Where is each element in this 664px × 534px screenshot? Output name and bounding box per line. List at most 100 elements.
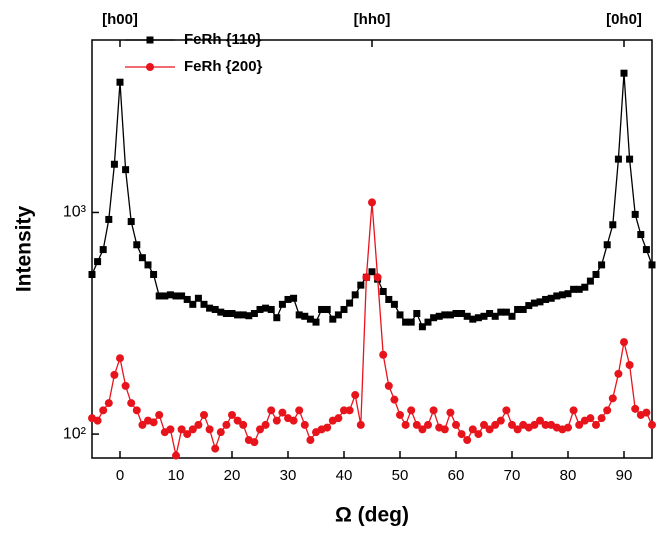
marker xyxy=(99,246,107,254)
marker xyxy=(183,295,191,303)
x-axis-label: Ω (deg) xyxy=(335,504,409,527)
marker xyxy=(273,314,281,322)
marker xyxy=(289,416,298,425)
marker xyxy=(547,294,555,302)
x-tick-label: 70 xyxy=(504,467,521,484)
marker xyxy=(441,311,449,319)
marker xyxy=(189,300,197,308)
marker xyxy=(598,261,606,269)
marker xyxy=(469,315,477,323)
marker xyxy=(530,299,538,307)
marker xyxy=(110,370,119,379)
marker xyxy=(457,430,466,439)
x-tick-label: 30 xyxy=(280,467,297,484)
marker xyxy=(334,311,342,319)
marker xyxy=(200,410,208,419)
marker xyxy=(558,291,566,299)
marker xyxy=(133,241,141,249)
marker xyxy=(88,270,96,278)
marker xyxy=(110,160,118,168)
marker xyxy=(256,425,264,434)
marker xyxy=(216,428,225,437)
marker xyxy=(222,310,230,318)
marker xyxy=(250,438,259,447)
marker xyxy=(306,315,314,323)
marker xyxy=(463,312,471,320)
marker xyxy=(514,305,522,313)
marker xyxy=(474,430,483,439)
marker xyxy=(228,310,236,318)
plot-frame xyxy=(91,39,653,459)
top-tick-label: [0h0] xyxy=(606,11,642,28)
marker xyxy=(564,423,572,432)
top-tick-label: [h00] xyxy=(102,11,138,28)
marker xyxy=(177,425,186,434)
marker xyxy=(569,406,578,415)
marker xyxy=(620,69,628,77)
marker xyxy=(323,423,332,432)
marker xyxy=(440,425,449,434)
marker xyxy=(468,425,477,434)
marker xyxy=(206,304,214,312)
marker xyxy=(211,305,219,313)
marker xyxy=(239,420,248,429)
marker xyxy=(345,406,354,415)
marker xyxy=(373,273,382,282)
legend-label: FeRh {200} xyxy=(184,58,263,75)
marker xyxy=(217,308,225,316)
marker xyxy=(497,308,505,316)
marker xyxy=(452,310,460,318)
marker xyxy=(295,311,303,319)
marker xyxy=(161,292,169,300)
marker xyxy=(368,198,376,207)
marker xyxy=(418,323,426,331)
marker xyxy=(155,410,164,419)
marker xyxy=(575,285,583,293)
marker xyxy=(261,420,270,429)
marker xyxy=(609,221,617,229)
marker xyxy=(150,270,158,278)
marker xyxy=(272,416,281,425)
marker xyxy=(603,241,611,249)
marker xyxy=(178,292,186,300)
x-tick-label: 40 xyxy=(336,467,353,484)
marker xyxy=(368,268,376,276)
marker xyxy=(631,404,640,413)
marker xyxy=(446,408,455,417)
marker xyxy=(502,308,510,316)
marker xyxy=(631,210,639,218)
marker xyxy=(575,420,584,429)
marker xyxy=(536,416,544,425)
marker xyxy=(491,312,499,320)
marker xyxy=(138,254,146,262)
marker xyxy=(597,414,606,423)
marker xyxy=(625,360,634,369)
marker xyxy=(530,420,539,429)
top-tick-label: [hh0] xyxy=(354,11,391,28)
x-tick-label: 80 xyxy=(560,467,577,484)
marker xyxy=(340,305,348,313)
marker xyxy=(586,414,595,423)
marker xyxy=(183,430,192,439)
marker xyxy=(603,406,612,415)
marker xyxy=(581,283,589,291)
marker xyxy=(233,416,242,425)
marker xyxy=(144,261,152,269)
marker xyxy=(525,302,533,310)
marker xyxy=(104,399,113,408)
marker xyxy=(379,350,388,359)
marker xyxy=(267,305,275,313)
marker xyxy=(553,292,561,300)
marker xyxy=(586,277,594,285)
legend-label: FeRh {110} xyxy=(184,31,262,48)
x-tick-label: 10 xyxy=(168,467,185,484)
marker xyxy=(138,420,147,429)
marker xyxy=(637,231,645,239)
marker xyxy=(356,420,365,429)
marker xyxy=(194,294,202,302)
marker xyxy=(396,311,404,319)
marker xyxy=(485,425,494,434)
marker xyxy=(486,310,494,318)
marker xyxy=(519,305,527,313)
marker xyxy=(480,312,488,320)
